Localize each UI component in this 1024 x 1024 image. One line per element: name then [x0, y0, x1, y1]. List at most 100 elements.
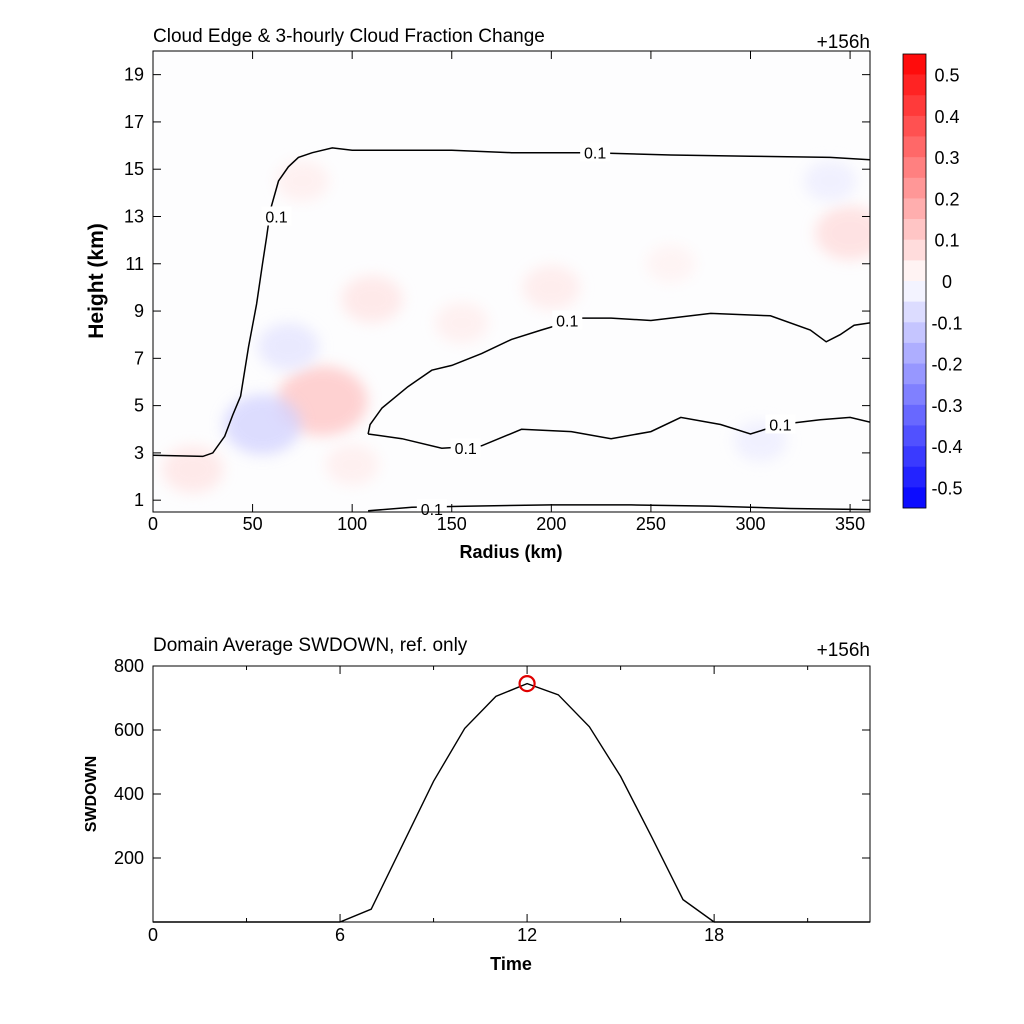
y-tick-label: 200 — [114, 848, 144, 868]
cloud-fraction-panel: Cloud Edge & 3-hourly Cloud Fraction Cha… — [85, 26, 871, 562]
top-plot-frame — [152, 50, 871, 513]
colorbar-tick-label: -0.3 — [931, 396, 962, 416]
contour-label: 0.1 — [584, 146, 606, 163]
colorbar: 0.5 0.4 0.3 0.2 0.1 0 -0.1 -0.2 -0.3 -0.4 -0.5 — [902, 53, 963, 509]
x-tick-label: 50 — [243, 514, 263, 534]
colorbar-segment — [903, 425, 926, 447]
contour-label: 0.1 — [769, 418, 791, 435]
y-tick-label: 800 — [114, 656, 144, 676]
cloud-change-blob — [435, 302, 489, 344]
contour-label-backdrop — [416, 499, 447, 519]
colorbar-segment — [903, 446, 926, 468]
y-tick-label: 17 — [124, 112, 144, 132]
x-tick-label: 6 — [335, 925, 345, 945]
top-x-axis: 0 50 100 150 200 250 300 350 — [148, 51, 865, 534]
contour-label-backdrop — [450, 438, 481, 458]
current-time-marker — [518, 674, 536, 693]
contour-label: 0.1 — [556, 314, 578, 331]
y-tick-label: 600 — [114, 720, 144, 740]
colorbar-segment — [903, 95, 926, 117]
contour-label-backdrop — [765, 414, 796, 434]
cloud-change-blob — [162, 445, 224, 494]
colorbar-tick-label: -0.2 — [931, 355, 962, 375]
colorbar-tick-label: -0.4 — [931, 437, 962, 457]
cloud-change-blob — [522, 265, 580, 310]
colorbar-segment — [903, 219, 926, 241]
contour-labels: 0.1 0.1 0.1 0.1 0.1 0.1 — [261, 142, 796, 519]
colorbar-segment — [903, 301, 926, 323]
bottom-chart-time-label: +156h — [817, 640, 870, 661]
y-tick-label: 15 — [124, 159, 144, 179]
colorbar-segment — [903, 115, 926, 137]
bottom-y-axis-label: SWDOWN — [83, 756, 100, 832]
x-tick-label: 250 — [636, 514, 666, 534]
colorbar-tick-label: 0.5 — [934, 66, 959, 86]
x-tick-label: 150 — [437, 514, 467, 534]
colorbar-segment — [903, 198, 926, 220]
x-tick-label: 0 — [148, 925, 158, 945]
colorbar-segment — [903, 157, 926, 179]
top-y-axis-label: Height (km) — [85, 223, 108, 339]
y-tick-label: 19 — [124, 65, 144, 85]
colorbar-segment — [903, 239, 926, 261]
top-x-axis-label: Radius (km) — [459, 542, 562, 562]
cloud-change-blob — [325, 444, 379, 486]
colorbar-segment — [903, 136, 926, 158]
colorbar-tick-label: -0.1 — [931, 313, 962, 333]
bottom-chart-title: Domain Average SWDOWN, ref. only — [153, 635, 468, 656]
colorbar-tick-label: 0.2 — [934, 189, 959, 209]
y-tick-label: 11 — [125, 254, 144, 274]
colorbar-frame — [902, 53, 927, 509]
x-tick-label: 18 — [704, 925, 724, 945]
contour-label: 0.1 — [265, 209, 287, 226]
cloud-change-blob — [803, 160, 857, 202]
colorbar-segment — [903, 363, 926, 385]
y-tick-label: 5 — [134, 396, 144, 416]
colorbar-segment — [903, 384, 926, 406]
y-tick-label: 7 — [134, 348, 144, 368]
cloud-change-blob — [275, 160, 329, 202]
colorbar-tick-label: 0.1 — [934, 231, 959, 251]
bottom-plot-frame — [152, 665, 871, 923]
colorbar-segment — [903, 74, 926, 96]
colorbar-segment — [903, 281, 926, 302]
contour-label: 0.1 — [421, 502, 443, 519]
cloud-change-blob — [223, 394, 302, 455]
x-tick-label: 200 — [536, 514, 566, 534]
colorbar-tick-label: -0.5 — [931, 478, 962, 498]
colorbar-segment — [903, 466, 926, 488]
colorbar-segment — [903, 260, 926, 282]
top-chart-time-label: +156h — [817, 32, 870, 53]
bottom-x-axis-label: Time — [490, 954, 532, 974]
contour-label-backdrop — [552, 310, 583, 330]
colorbar-tick-label: 0 — [942, 272, 952, 292]
cloud-change-blob — [341, 275, 403, 323]
top-chart-title: Cloud Edge & 3-hourly Cloud Fraction Cha… — [153, 26, 545, 47]
y-tick-label: 400 — [114, 784, 144, 804]
x-tick-label: 300 — [735, 514, 765, 534]
x-tick-label: 0 — [148, 514, 158, 534]
x-tick-label: 350 — [835, 514, 865, 534]
colorbar-segment — [903, 342, 926, 364]
cloud-change-blob — [257, 322, 320, 371]
cloud-change-field — [162, 160, 870, 494]
x-tick-label: 100 — [337, 514, 367, 534]
contour-label-backdrop — [580, 142, 611, 162]
y-tick-label: 1 — [134, 490, 144, 510]
y-tick-label: 9 — [134, 301, 144, 321]
y-tick-label: 13 — [124, 206, 144, 226]
swdown-series-line — [153, 682, 870, 923]
colorbar-segment — [903, 177, 926, 199]
colorbar-tick-label: 0.3 — [934, 148, 959, 168]
y-tick-label: 3 — [134, 443, 144, 463]
colorbar-segment — [903, 487, 926, 509]
bottom-y-axis: 200 400 600 800 — [114, 656, 870, 868]
contour-label: 0.1 — [455, 441, 477, 458]
colorbar-segment — [903, 404, 926, 426]
colorbar-segment — [903, 54, 926, 75]
cloud-change-blob — [646, 244, 696, 283]
bottom-x-axis: 0 6 12 18 — [148, 666, 809, 945]
contour-label-backdrop — [261, 206, 292, 226]
